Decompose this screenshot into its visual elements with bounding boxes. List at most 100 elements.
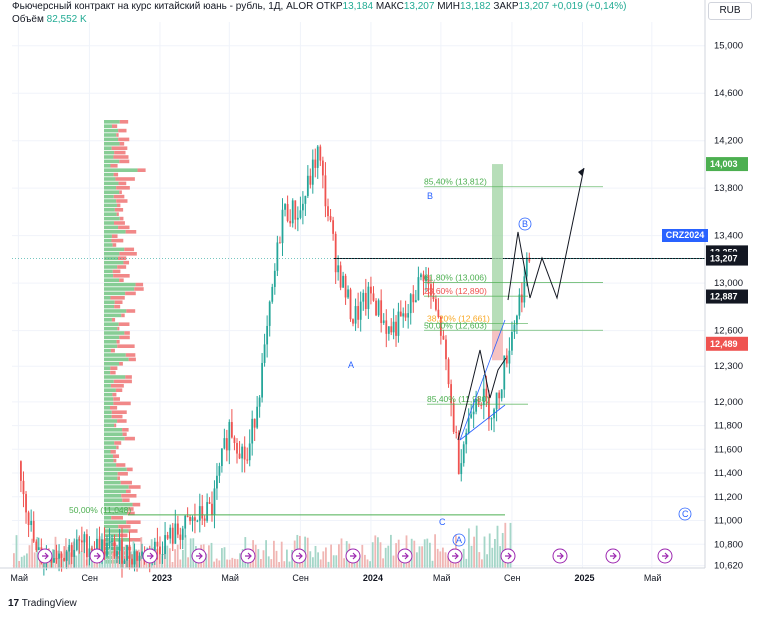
volume-bar — [265, 540, 267, 568]
volume-profile-bar — [104, 507, 129, 511]
volume-bar — [257, 549, 260, 568]
y-axis-tick-label: 10,620 — [714, 561, 743, 572]
candle-body — [437, 309, 440, 317]
volume-bar — [431, 560, 434, 568]
candle-body — [25, 494, 27, 513]
volume-bar — [231, 557, 234, 568]
candle-body — [289, 220, 292, 224]
volume-value: 82,552 K — [46, 14, 87, 25]
volume-profile-bar — [104, 164, 111, 168]
volume-profile-bar — [104, 203, 117, 208]
volume-profile-bar — [104, 172, 114, 177]
volume-profile-bar — [104, 282, 136, 287]
candle-body — [65, 551, 68, 561]
volume-bar — [387, 545, 390, 568]
volume-profile-bar — [110, 450, 116, 454]
volume-profile-bar — [104, 366, 111, 370]
candle-body — [420, 274, 422, 278]
volume-bar — [62, 558, 65, 568]
volume-profile-bar — [111, 146, 128, 150]
volume-profile-bar — [117, 476, 120, 480]
volume-bar — [486, 554, 488, 568]
candle-body — [495, 392, 498, 410]
volume-bar — [169, 548, 171, 568]
candle-body — [153, 541, 156, 551]
volume-bar — [39, 559, 41, 568]
candle-body — [452, 403, 455, 432]
volume-bar — [390, 534, 392, 568]
volume-profile-bar — [104, 150, 115, 155]
volume-profile-bar — [104, 542, 113, 546]
candle-body — [179, 534, 182, 540]
currency-button[interactable]: RUB — [708, 2, 752, 20]
wave-label: B — [427, 191, 433, 201]
candle-body — [404, 313, 407, 318]
volume-bar — [423, 539, 426, 568]
candle-body — [166, 535, 169, 539]
volume-profile-bar — [114, 208, 124, 212]
volume-profile-bar — [114, 150, 126, 155]
volume-bar — [288, 561, 291, 568]
volume-profile-bar — [104, 450, 111, 454]
candle-body — [334, 233, 337, 273]
volume-profile-bar — [104, 304, 115, 309]
candle-body — [505, 355, 508, 364]
volume-bar — [312, 557, 314, 568]
volume-profile-bar — [119, 142, 125, 146]
candle-body — [75, 539, 78, 550]
low-label: МИН — [437, 1, 460, 12]
candle-body — [294, 200, 297, 220]
candle-body — [417, 277, 420, 301]
volume-bar — [273, 540, 275, 568]
y-axis-tick-label: 14,200 — [714, 136, 743, 147]
volume-bar — [213, 561, 215, 568]
candle-body — [225, 438, 228, 451]
y-axis-tick-label: 12,300 — [714, 361, 743, 372]
volume-bar — [31, 538, 33, 568]
volume-bar — [124, 544, 127, 568]
volume-bar — [392, 555, 395, 568]
volume-profile-bar — [126, 520, 141, 524]
candle-body — [32, 520, 35, 542]
volume-bar — [218, 560, 221, 568]
volume-profile-bar — [113, 458, 117, 463]
volume-profile-bar — [104, 520, 127, 524]
volume-profile-bar — [119, 252, 137, 256]
volume-profile-bar — [104, 441, 115, 445]
candle-body — [382, 320, 385, 324]
volume-profile-bar — [119, 216, 124, 221]
candle-body — [324, 175, 327, 207]
candle-body — [70, 545, 73, 557]
volume-bar — [356, 561, 358, 568]
volume-profile-bar — [117, 344, 135, 348]
volume-profile-bar — [110, 370, 116, 375]
volume-profile-bar — [114, 441, 122, 445]
volume-profile-bar — [104, 423, 115, 428]
volume-bar — [36, 536, 39, 568]
volume-profile-bar — [104, 190, 120, 194]
candle-body — [402, 313, 405, 317]
y-axis-tick-label: 12,600 — [714, 326, 743, 337]
volume-profile-bar — [111, 124, 118, 128]
price-tag-bg — [706, 251, 748, 266]
volume-bar — [189, 538, 192, 568]
candle-body — [525, 257, 528, 277]
volume-bar — [314, 545, 317, 568]
candle-body — [126, 545, 128, 561]
volume-profile-bar — [104, 256, 118, 260]
volume-profile-bar — [104, 524, 119, 529]
volume-profile-bar — [116, 133, 119, 137]
candle-body — [281, 209, 284, 244]
volume-profile-bar — [110, 348, 115, 353]
volume-bar — [439, 551, 442, 568]
volume-profile-bar — [122, 428, 129, 432]
candle-body — [203, 518, 206, 521]
volume-profile-bar — [104, 458, 114, 463]
volume-profile-bar — [116, 199, 128, 203]
volume-bar — [364, 554, 366, 568]
volume-bar — [379, 542, 382, 568]
volume-bar — [197, 561, 200, 568]
candle-body — [106, 542, 108, 556]
volume-bar — [270, 559, 273, 568]
